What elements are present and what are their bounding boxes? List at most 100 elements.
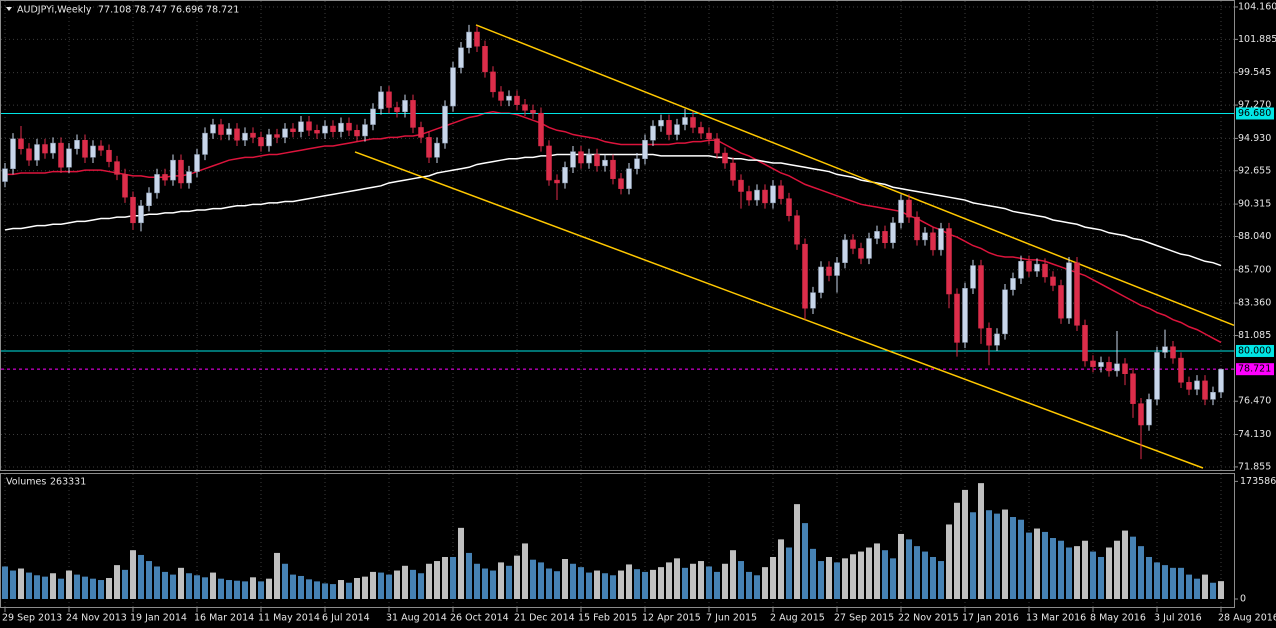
volume-bar — [1002, 509, 1008, 599]
candle-body — [274, 134, 280, 138]
volume-bar — [258, 581, 264, 599]
low-value: 76.696 — [170, 5, 203, 16]
volume-bar — [466, 552, 472, 599]
volume-bar — [242, 581, 248, 599]
candle-body — [1178, 357, 1184, 383]
candle-body — [994, 333, 1000, 346]
candle-body — [850, 239, 856, 249]
candle-body — [490, 71, 496, 93]
candle-body — [922, 232, 928, 241]
candle-body — [802, 243, 808, 309]
candle-body — [562, 167, 568, 184]
candle-body — [890, 222, 896, 244]
candle-body — [930, 232, 936, 251]
candle-body — [570, 151, 576, 168]
x-tick-label: 13 Mar 2016 — [1026, 613, 1086, 624]
candle-body — [650, 125, 656, 141]
volume-bar — [922, 551, 928, 599]
candle-body — [466, 31, 472, 48]
volume-bar — [1122, 530, 1128, 599]
volume-bar — [994, 513, 1000, 599]
candle-body — [1010, 278, 1016, 290]
candle-body — [898, 199, 904, 224]
volume-bar — [338, 580, 344, 599]
volume-bar — [666, 562, 672, 599]
volume-bar — [82, 576, 88, 599]
candle-body — [554, 179, 560, 184]
candle-body — [1090, 360, 1096, 367]
volume-bar — [730, 550, 736, 599]
price-panel — [0, 0, 1235, 471]
volume-bar — [114, 565, 120, 599]
candle-body — [666, 120, 672, 135]
volume-bar — [810, 548, 816, 599]
candle-body — [714, 138, 720, 154]
volume-bar — [746, 571, 752, 599]
volume-bar — [642, 571, 648, 599]
candle-body — [746, 191, 752, 201]
volume-bar — [66, 570, 72, 599]
candle-body — [498, 91, 504, 101]
candle-body — [1074, 262, 1080, 326]
candle-body — [234, 128, 240, 141]
x-tick-label: 21 Dec 2014 — [514, 613, 575, 624]
candle-body — [2, 168, 8, 182]
candle-body — [594, 154, 600, 167]
candle-body — [82, 139, 88, 158]
candle-body — [250, 132, 256, 138]
volume-bar — [354, 577, 360, 599]
volume-bar — [1210, 582, 1216, 599]
candle-body — [362, 124, 368, 137]
chart-title: AUDJPYi,Weekly — [17, 5, 92, 16]
x-tick-label: 16 Mar 2014 — [194, 613, 254, 624]
volume-bar — [450, 556, 456, 599]
level-label-box — [1236, 344, 1274, 357]
volume-bar — [226, 580, 232, 599]
candle-body — [514, 95, 520, 105]
volume-bar — [706, 566, 712, 599]
candle-body — [1082, 325, 1088, 362]
volume-bar — [762, 567, 768, 599]
volume-bar — [98, 580, 104, 599]
candle-body — [610, 159, 616, 179]
y-tick-label: 97.270 — [1238, 100, 1271, 111]
x-tick-label: 3 Jul 2016 — [1154, 613, 1202, 624]
candle-body — [242, 132, 248, 141]
volume-bar — [442, 556, 448, 599]
candle-body — [1002, 289, 1008, 335]
volume-bar — [674, 558, 680, 599]
volume-bar — [930, 556, 936, 599]
volume-bar — [882, 550, 888, 599]
volume-bar — [1034, 528, 1040, 599]
candle-body — [642, 139, 648, 160]
x-tick-label: 27 Sep 2015 — [834, 613, 894, 624]
volume-last: 263331 — [50, 477, 86, 488]
volume-bar — [474, 563, 480, 599]
x-tick-label: 19 Jan 2014 — [130, 613, 187, 624]
volume-bar — [1050, 538, 1056, 599]
volume-bar — [858, 551, 864, 599]
volume-bar — [650, 569, 656, 599]
volume-bar — [1194, 578, 1200, 599]
volume-bar — [1090, 551, 1096, 599]
volume-bar — [530, 559, 536, 599]
candle-body — [1218, 368, 1224, 393]
candle-body — [162, 174, 168, 181]
candle-body — [730, 162, 736, 181]
candle-body — [546, 145, 552, 181]
volume-bar — [170, 574, 176, 599]
candle-body — [426, 137, 432, 158]
volume-bar — [770, 556, 776, 599]
volume-bar — [938, 561, 944, 599]
x-tick-label: 26 Oct 2014 — [450, 613, 509, 624]
candle-body — [834, 262, 840, 276]
candle-body — [530, 110, 536, 114]
candle-body — [282, 128, 288, 138]
candle-body — [138, 205, 144, 224]
volume-bar — [1178, 567, 1184, 599]
candle-body — [370, 108, 376, 125]
